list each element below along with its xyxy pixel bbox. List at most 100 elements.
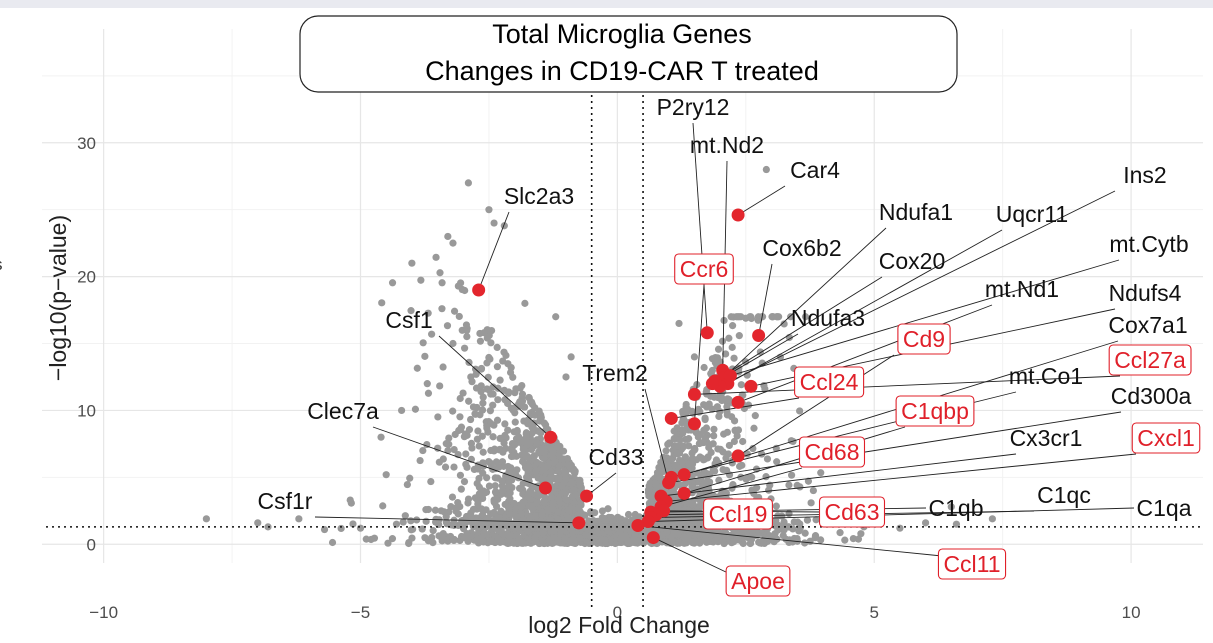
gene-point (718, 337, 727, 345)
gene-point (512, 513, 520, 521)
gene-point (614, 513, 622, 521)
gene-point (558, 482, 566, 490)
gene-point (537, 517, 545, 525)
gene-point (523, 441, 531, 449)
gene-point (349, 520, 357, 528)
gene-point (621, 531, 629, 540)
gene-point (489, 433, 497, 441)
gene-label-boxed: Cxcl1 (1137, 425, 1195, 451)
gene-point (431, 506, 440, 514)
x-tick-label: −10 (89, 603, 118, 622)
gene-point (479, 469, 487, 477)
gene-point (460, 433, 468, 441)
gene-point (563, 496, 571, 504)
gene-point (688, 454, 696, 462)
gene-point (705, 443, 713, 452)
gene-point (645, 482, 653, 490)
gene-point (514, 474, 523, 482)
gene-point (407, 526, 415, 534)
gene-point (510, 538, 518, 546)
gene-label-boxed: Cd9 (903, 326, 945, 352)
gene-label-boxed: Ccl11 (943, 551, 1000, 577)
gene-point (479, 393, 487, 401)
boxed-gene-label-group: Cxcl1 (1131, 422, 1201, 454)
gene-point (516, 398, 524, 406)
gene-label-boxed: Ccl24 (800, 369, 859, 395)
gene-point (485, 482, 493, 490)
gene-point (504, 360, 512, 368)
gene-point (735, 332, 743, 340)
gene-point (673, 442, 681, 450)
gene-point (568, 480, 576, 488)
gene-point (742, 475, 750, 483)
gene-point (450, 536, 458, 545)
gene-point (417, 276, 425, 284)
gene-point (419, 339, 427, 347)
gene-point (528, 400, 536, 408)
gene-point (702, 532, 710, 540)
gene-label: Trem2 (582, 360, 648, 386)
gene-point (459, 521, 468, 530)
gene-point (362, 535, 370, 543)
gene-point (398, 406, 406, 415)
gene-point (486, 407, 494, 415)
gene-point (796, 407, 804, 415)
title-box: Total Microglia Genes Changes in CD19-CA… (299, 15, 958, 93)
gene-point (515, 484, 524, 492)
gene-point (489, 401, 497, 409)
gene-point (377, 433, 385, 441)
gene-point (720, 528, 729, 537)
gene-point (613, 522, 621, 530)
gene-point (811, 534, 819, 542)
gene-point (423, 380, 431, 388)
highlighted-gene-point (744, 379, 758, 393)
gene-label: Ndufs4 (1109, 280, 1182, 306)
gene-point (801, 539, 809, 547)
gene-point (582, 531, 590, 539)
gene-point (450, 463, 458, 471)
gene-point (537, 411, 545, 419)
gene-point (524, 420, 532, 428)
gene-point (495, 446, 503, 454)
gene-point (462, 321, 471, 329)
gene-point (439, 363, 447, 371)
gene-point (770, 538, 778, 546)
gene-point (796, 520, 804, 528)
gene-point (728, 343, 736, 351)
gene-label-boxed: Ccl19 (709, 501, 768, 527)
gene-point (710, 432, 718, 440)
gene-point (444, 446, 452, 455)
gene-point (675, 319, 683, 328)
gene-point (673, 449, 681, 457)
gene-point (730, 437, 738, 446)
highlighted-gene-point (677, 468, 691, 482)
boxed-gene-label-group: Cd68 (798, 436, 866, 468)
gene-point (711, 537, 719, 545)
gene-label: Slc2a3 (504, 183, 574, 209)
gene-point (676, 436, 684, 444)
gene-point (529, 424, 537, 432)
gene-point (445, 434, 453, 442)
gene-point (567, 461, 575, 469)
gene-point (525, 502, 533, 510)
gene-point (469, 505, 478, 513)
gene-label: mt.Nd1 (985, 276, 1059, 302)
gene-point (487, 446, 495, 455)
gene-point (772, 502, 780, 510)
gene-point (587, 521, 595, 530)
gene-point (575, 504, 583, 512)
gene-point (549, 453, 557, 462)
gene-label: Ins2 (1123, 162, 1166, 188)
gene-point (508, 521, 516, 529)
gene-point (493, 416, 502, 424)
gene-point (491, 520, 499, 528)
gene-point (515, 433, 523, 441)
gene-point (449, 407, 457, 415)
gene-point (502, 351, 510, 359)
gene-point (522, 429, 531, 437)
gene-point (356, 524, 365, 532)
gene-point (817, 536, 825, 544)
gene-point (601, 536, 609, 545)
gene-point (443, 322, 452, 330)
gene-point (593, 527, 601, 535)
